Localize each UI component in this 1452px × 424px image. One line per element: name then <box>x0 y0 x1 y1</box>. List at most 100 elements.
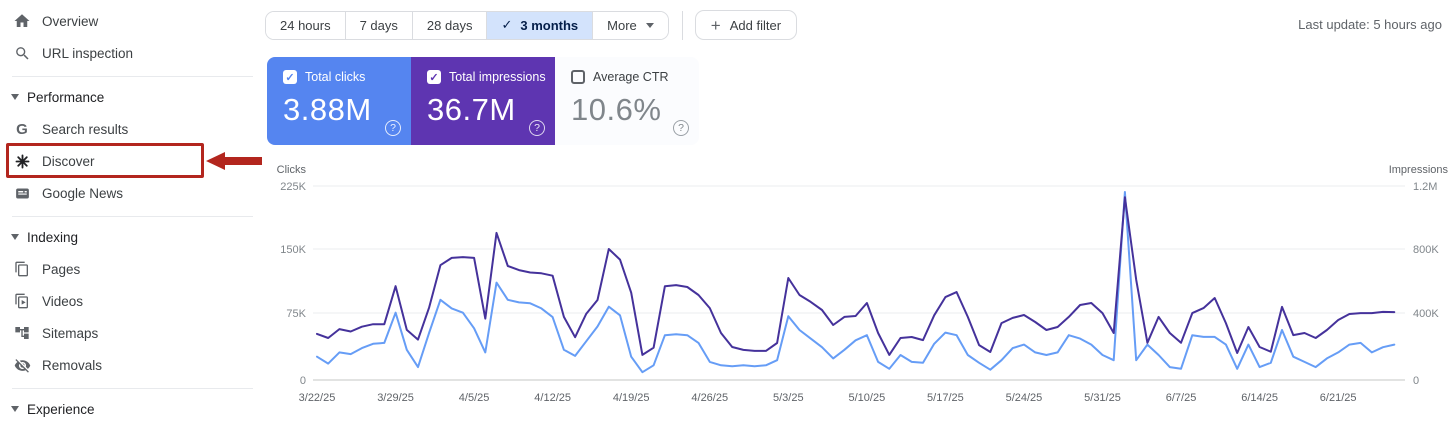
svg-text:150K: 150K <box>280 244 306 256</box>
card-label: Average CTR <box>593 70 669 84</box>
svg-text:225K: 225K <box>280 181 306 193</box>
range-label: 24 hours <box>280 17 331 33</box>
svg-text:6/14/25: 6/14/25 <box>1241 392 1278 404</box>
date-range-toolbar: 24 hours 7 days 28 days ✓ 3 months More … <box>265 10 798 40</box>
plus-icon: + <box>710 15 721 35</box>
svg-text:75K: 75K <box>286 308 306 320</box>
sidebar-item-removals[interactable]: Removals <box>0 349 265 381</box>
svg-text:4/19/25: 4/19/25 <box>613 392 650 404</box>
sidebar-item-overview[interactable]: Overview <box>0 5 265 37</box>
sidebar-section-experience[interactable]: Experience <box>0 393 265 424</box>
home-icon <box>13 12 31 30</box>
range-more-button[interactable]: More <box>593 11 668 39</box>
svg-text:5/17/25: 5/17/25 <box>927 392 964 404</box>
sitemaps-tree-icon <box>13 324 31 342</box>
svg-text:5/24/25: 5/24/25 <box>1006 392 1043 404</box>
average-ctr-card[interactable]: Average CTR 10.6% ? <box>555 57 699 145</box>
section-label: Indexing <box>27 229 79 245</box>
sidebar-item-pages[interactable]: Pages <box>0 253 265 285</box>
help-icon[interactable]: ? <box>385 120 401 136</box>
help-icon[interactable]: ? <box>529 120 545 136</box>
range-label: 3 months <box>520 17 579 33</box>
svg-text:400K: 400K <box>1413 308 1439 320</box>
discover-asterisk-icon <box>13 152 31 170</box>
sidebar-item-search-results[interactable]: G Search results <box>0 113 265 145</box>
date-range-segmented-control: 24 hours 7 days 28 days ✓ 3 months More <box>265 10 669 40</box>
svg-text:6/21/25: 6/21/25 <box>1320 392 1357 404</box>
sidebar-item-label: Google News <box>42 185 124 201</box>
pages-icon <box>13 260 31 278</box>
chevron-down-icon <box>645 22 654 28</box>
svg-text:1.2M: 1.2M <box>1413 181 1437 193</box>
svg-text:Clicks: Clicks <box>277 164 307 176</box>
videos-icon <box>13 292 31 310</box>
google-news-icon <box>13 184 31 202</box>
annotation-arrow <box>206 152 262 170</box>
sidebar-divider <box>12 76 253 77</box>
sidebar-item-label: Sitemaps <box>42 325 99 341</box>
section-label: Experience <box>27 401 95 417</box>
sidebar-item-videos[interactable]: Videos <box>0 285 265 317</box>
collapse-caret-icon <box>11 406 19 412</box>
average-ctr-value: 10.6% <box>571 92 662 127</box>
google-g-icon: G <box>16 120 28 138</box>
chart-canvas: Clicks 225K 150K 75K 0 Impressions 1.2M 800K 400… <box>277 164 1449 404</box>
range-28-days-button[interactable]: 28 days <box>412 11 488 39</box>
sidebar-item-label: Removals <box>42 357 103 373</box>
svg-text:3/22/25: 3/22/25 <box>299 392 336 404</box>
sidebar-section-performance[interactable]: Performance <box>0 81 265 113</box>
section-label: Performance <box>27 89 105 105</box>
svg-text:3/29/25: 3/29/25 <box>377 392 414 404</box>
svg-text:4/26/25: 4/26/25 <box>691 392 728 404</box>
svg-text:5/3/25: 5/3/25 <box>773 392 804 404</box>
arrow-shaft <box>225 157 262 165</box>
range-label: More <box>607 17 637 33</box>
add-filter-button[interactable]: + Add filter <box>694 10 798 40</box>
svg-text:800K: 800K <box>1413 244 1439 256</box>
sidebar-item-google-news[interactable]: Google News <box>0 177 265 209</box>
average-ctr-checkbox[interactable] <box>571 70 585 84</box>
svg-text:0: 0 <box>300 375 306 387</box>
range-3-months-button[interactable]: ✓ 3 months <box>487 11 594 39</box>
performance-line-chart[interactable]: Clicks 225K 150K 75K 0 Impressions 1.2M 800K 400… <box>267 156 1452 416</box>
help-icon[interactable]: ? <box>673 120 689 136</box>
search-icon <box>13 44 31 62</box>
svg-text:Impressions: Impressions <box>1389 164 1449 176</box>
sidebar: Overview URL inspection Performance G Se… <box>0 0 265 424</box>
range-label: 7 days <box>359 17 398 33</box>
eye-off-icon <box>13 356 31 374</box>
arrow-head <box>206 152 225 170</box>
sidebar-item-label: Discover <box>42 153 95 169</box>
total-impressions-checkbox[interactable]: ✓ <box>427 70 441 84</box>
svg-text:4/12/25: 4/12/25 <box>534 392 571 404</box>
checkmark-icon: ✓ <box>501 17 513 32</box>
sidebar-divider <box>12 216 253 217</box>
svg-text:0: 0 <box>1413 375 1419 387</box>
total-impressions-card[interactable]: ✓ Total impressions 36.7M ? <box>411 57 555 145</box>
total-clicks-checkbox[interactable]: ✓ <box>283 70 297 84</box>
total-clicks-card[interactable]: ✓ Total clicks 3.88M ? <box>267 57 411 145</box>
total-impressions-value: 36.7M <box>427 92 516 127</box>
svg-text:5/10/25: 5/10/25 <box>848 392 885 404</box>
sidebar-item-sitemaps[interactable]: Sitemaps <box>0 317 265 349</box>
sidebar-item-label: URL inspection <box>42 45 134 61</box>
svg-text:5/31/25: 5/31/25 <box>1084 392 1121 404</box>
range-24-hours-button[interactable]: 24 hours <box>266 11 346 39</box>
range-7-days-button[interactable]: 7 days <box>345 11 413 39</box>
card-label: Total impressions <box>449 70 546 84</box>
total-clicks-value: 3.88M <box>283 92 372 127</box>
add-filter-label: Add filter <box>729 17 782 33</box>
range-label: 28 days <box>426 17 473 33</box>
sidebar-item-label: Pages <box>42 261 81 277</box>
sidebar-item-label: Overview <box>42 13 99 29</box>
collapse-caret-icon <box>11 94 19 100</box>
sidebar-item-url-inspection[interactable]: URL inspection <box>0 37 265 69</box>
sidebar-divider <box>12 388 253 389</box>
annotation-highlight-box <box>6 143 204 178</box>
sidebar-section-indexing[interactable]: Indexing <box>0 221 265 253</box>
toolbar-divider <box>681 10 683 40</box>
card-label: Total clicks <box>305 70 366 84</box>
sidebar-item-label: Search results <box>42 121 129 137</box>
sidebar-item-label: Videos <box>42 293 84 309</box>
svg-text:4/5/25: 4/5/25 <box>459 392 490 404</box>
